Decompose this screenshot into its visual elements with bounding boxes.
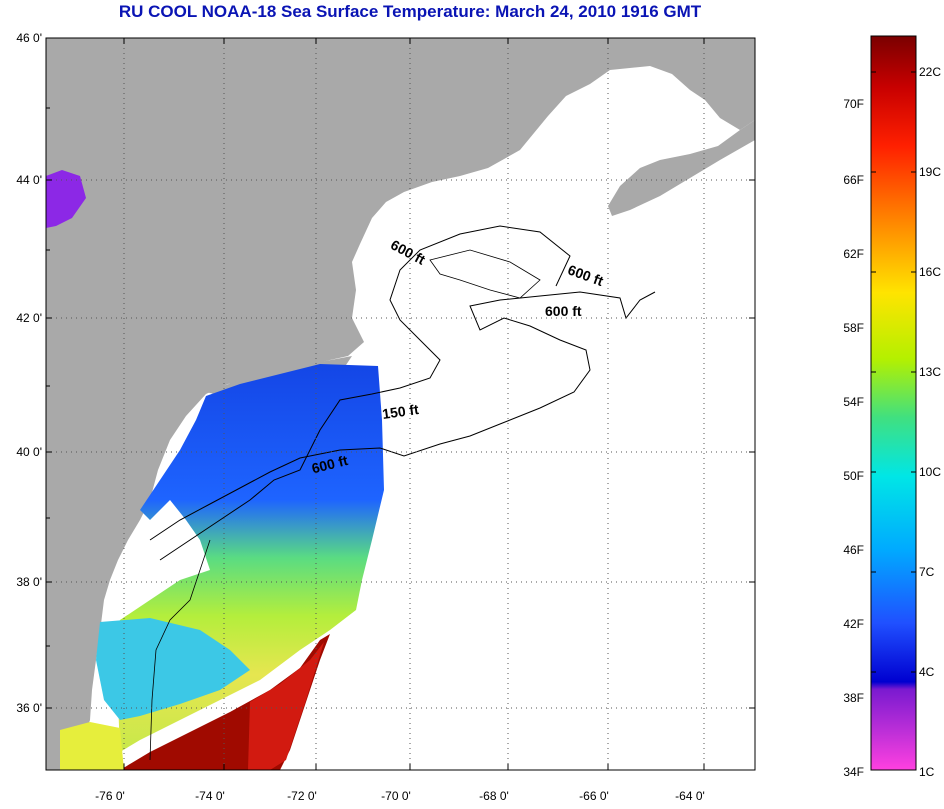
contour-gulf-maine [429,249,541,299]
land-mainland [46,38,755,770]
colorbar-f-38: 38F [843,691,864,705]
lat-label-42: 42 0' [16,311,42,325]
lat-label-40: 40 0' [16,445,42,459]
map-title: RU COOL NOAA-18 Sea Surface Temperature:… [118,2,702,21]
colorbar [870,35,917,771]
lat-label-46: 46 0' [16,31,42,45]
lon-label-72: -72 0' [287,789,317,803]
lon-label-70: -70 0' [381,789,411,803]
colorbar-c-10: 10C [919,465,941,479]
colorbar-ticks [871,71,916,673]
colorbar-f-46: 46F [843,543,864,557]
colorbar-c-4: 4C [919,665,935,679]
colorbar-f-58: 58F [843,321,864,335]
contour-label-150ft: 150 ft [381,401,420,422]
contour-150ft [159,225,571,561]
sst-chesapeake-warm [60,722,124,770]
contour-600ft-shelf [149,291,656,541]
lon-label-68: -68 0' [479,789,509,803]
contour-label-600ft-gb: 600 ft [545,303,582,319]
colorbar-f-42: 42F [843,617,864,631]
colorbar-c-7: 7C [919,565,935,579]
lon-label-66: -66 0' [579,789,609,803]
colorbar-f-66: 66F [843,173,864,187]
lon-label-64: -64 0' [675,789,705,803]
sst-gulf-stream-edge [248,642,324,770]
plot-border [45,37,756,771]
colorbar-c-19: 19C [919,165,941,179]
lon-label-74: -74 0' [195,789,225,803]
colorbar-f-34: 34F [843,765,864,779]
colorbar-f-54: 54F [843,395,864,409]
colorbar-c-16: 16C [919,265,941,279]
colorbar-f-50: 50F [843,469,864,483]
tick-marks [46,37,755,770]
sst-swath-coastal [96,618,250,720]
graticule [46,38,755,770]
land-nova-scotia [608,120,755,216]
lat-label-36: 36 0' [16,701,42,715]
colorbar-c-1: 1C [919,765,935,779]
lat-label-38: 38 0' [16,575,42,589]
colorbar-c-13: 13C [919,365,941,379]
sst-lake-patch [46,170,86,228]
colorbar-f-62: 62F [843,247,864,261]
lon-label-76: -76 0' [95,789,125,803]
colorbar-f-70: 70F [843,97,864,111]
colorbar-c-22: 22C [919,65,941,79]
contour-deep-inner [149,539,211,761]
lat-label-44: 44 0' [16,173,42,187]
